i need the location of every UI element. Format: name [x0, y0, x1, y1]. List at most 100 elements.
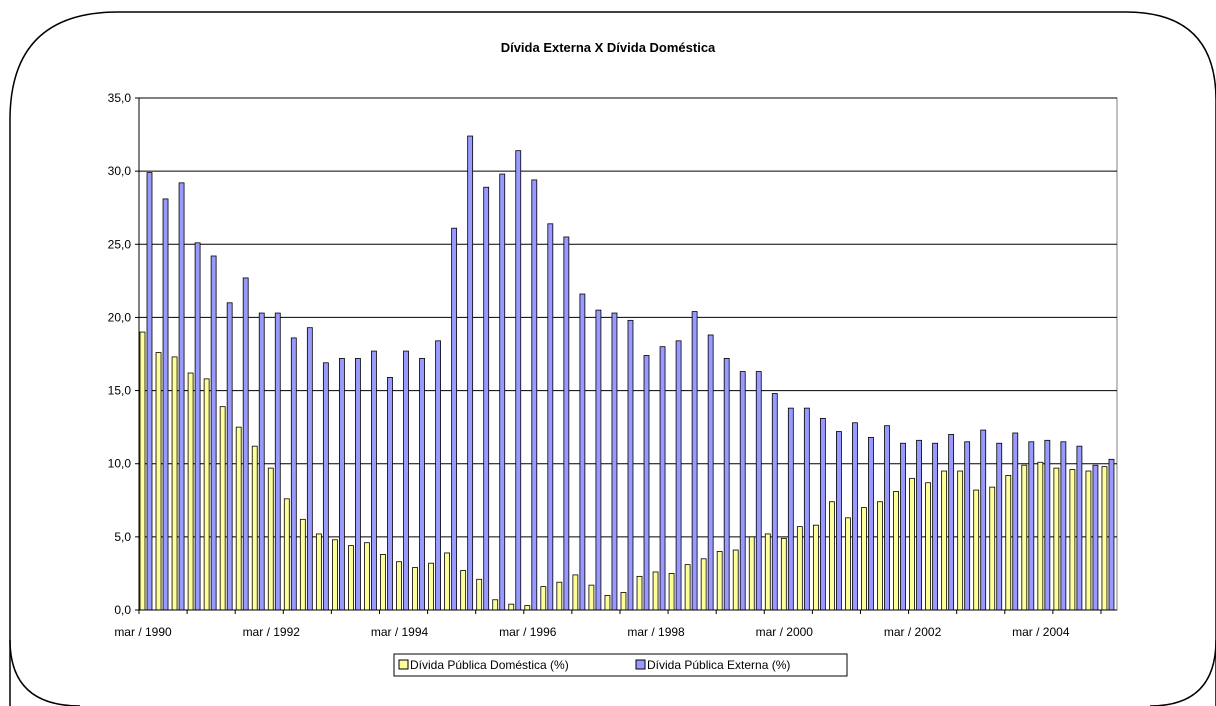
y-tick-label: 25,0: [108, 237, 132, 251]
bar-divida-domestica: [171, 356, 178, 611]
bar-divida-externa: [467, 135, 474, 611]
rounded-border-bottom-right: [1149, 639, 1216, 706]
bar-divida-externa: [306, 327, 313, 611]
bar-divida-domestica: [331, 539, 338, 611]
bar-divida-domestica: [299, 518, 306, 611]
legend-swatch-domestica: [398, 659, 409, 670]
bar-divida-domestica: [748, 536, 755, 611]
bar-divida-domestica: [219, 406, 226, 611]
bar-divida-externa: [547, 223, 554, 611]
bar-divida-externa: [964, 441, 971, 611]
bar-divida-externa: [707, 334, 714, 611]
bar-divida-domestica: [861, 507, 867, 611]
bar-divida-externa: [723, 357, 730, 611]
bar-divida-externa: [755, 371, 762, 611]
bar-divida-externa: [595, 309, 602, 611]
bar-divida-externa: [996, 442, 1003, 611]
bar-divida-externa: [627, 319, 634, 611]
bar-divida-externa: [836, 431, 842, 611]
y-axis-ticks: 0,0 5,0 10,0 15,0 20,0 25,0 30,0 35,0: [108, 91, 139, 617]
bar-divida-domestica: [187, 372, 194, 611]
legend-box: [393, 653, 848, 677]
x-tick-label: mar / 1996: [499, 625, 557, 639]
bar-divida-externa: [948, 434, 955, 611]
bar-divida-externa: [290, 337, 297, 611]
x-tick-label: mar / 1998: [627, 625, 685, 639]
bar-divida-externa: [611, 312, 618, 611]
bar-divida-domestica: [1085, 470, 1092, 611]
x-tick-label: mar / 2000: [756, 625, 814, 639]
bar-divida-externa: [242, 277, 249, 611]
legend: Dívida Pública Doméstica (%) Dívida Públ…: [393, 653, 848, 677]
bar-divida-domestica: [476, 578, 483, 611]
bar-divida-externa: [1108, 458, 1115, 611]
bar-divida-externa: [643, 355, 650, 611]
bar-divida-externa: [579, 293, 586, 611]
bar-divida-externa: [274, 312, 281, 611]
bar-divida-externa: [803, 407, 810, 611]
bar-divida-domestica: [235, 426, 242, 611]
bar-divida-domestica: [267, 467, 274, 611]
bar-divida-domestica: [412, 567, 418, 611]
bar-divida-domestica: [684, 564, 691, 611]
bar-divida-domestica: [1005, 475, 1012, 611]
bar-divida-domestica: [588, 584, 595, 611]
bar-divida-domestica: [251, 445, 258, 611]
bar-divida-externa: [1092, 464, 1099, 611]
legend-swatch-externa: [635, 659, 646, 670]
bar-divida-domestica: [796, 526, 803, 611]
y-tick-label: 15,0: [108, 384, 132, 398]
axes: [138, 98, 1117, 611]
bar-divida-domestica: [780, 537, 787, 611]
bar-divida-domestica: [348, 545, 354, 611]
bar-divida-domestica: [155, 352, 162, 611]
bar-divida-domestica: [364, 542, 370, 611]
bar-divida-domestica: [652, 571, 659, 611]
x-tick-label: mar / 1994: [371, 625, 429, 639]
bar-divida-domestica: [1037, 461, 1044, 611]
bar-divida-domestica: [829, 501, 835, 611]
bar-divida-domestica: [700, 558, 707, 611]
bar-divida-domestica: [380, 554, 386, 611]
bar-divida-externa: [739, 371, 746, 611]
bar-divida-externa: [691, 311, 698, 611]
bar-divida-externa: [819, 417, 826, 611]
bar-divida-externa: [659, 346, 666, 611]
bar-divida-externa: [226, 302, 233, 611]
y-tick-label: 0,0: [114, 603, 131, 617]
bar-divida-domestica: [925, 482, 932, 611]
bar-divida-externa: [980, 429, 987, 611]
bars: [139, 135, 1115, 611]
bar-divida-domestica: [508, 603, 515, 611]
bar-divida-domestica: [1021, 464, 1028, 611]
bar-divida-domestica: [893, 491, 899, 611]
bar-divida-externa: [435, 340, 441, 611]
y-tick-label: 30,0: [108, 164, 132, 178]
bar-divida-domestica: [396, 561, 402, 611]
bar-divida-domestica: [1053, 467, 1060, 611]
bar-divida-domestica: [973, 489, 980, 611]
bar-divida-domestica: [572, 574, 579, 611]
bar-divida-domestica: [604, 594, 611, 611]
bar-divida-externa: [403, 350, 409, 611]
rounded-border-bottom-left: [9, 639, 81, 706]
bar-divida-externa: [884, 425, 890, 611]
bar-divida-externa: [852, 422, 858, 611]
y-tick-label: 20,0: [108, 310, 132, 324]
bar-divida-domestica: [428, 562, 434, 611]
bar-divida-domestica: [1069, 469, 1076, 611]
bar-divida-externa: [1076, 445, 1083, 611]
x-tick-label: mar / 1990: [114, 625, 172, 639]
bar-divida-externa: [531, 179, 538, 611]
y-tick-label: 10,0: [108, 457, 132, 471]
x-tick-label: mar / 2004: [1012, 625, 1070, 639]
bar-divida-domestica: [845, 517, 851, 611]
bar-divida-domestica: [444, 552, 451, 611]
y-tick-label: 5,0: [114, 530, 131, 544]
bar-divida-domestica: [989, 486, 996, 611]
bar-divida-externa: [1044, 439, 1051, 611]
bar-divida-domestica: [460, 570, 467, 611]
bar-divida-domestica: [556, 581, 563, 611]
bar-divida-domestica: [492, 599, 499, 611]
bar-divida-domestica: [764, 533, 771, 611]
